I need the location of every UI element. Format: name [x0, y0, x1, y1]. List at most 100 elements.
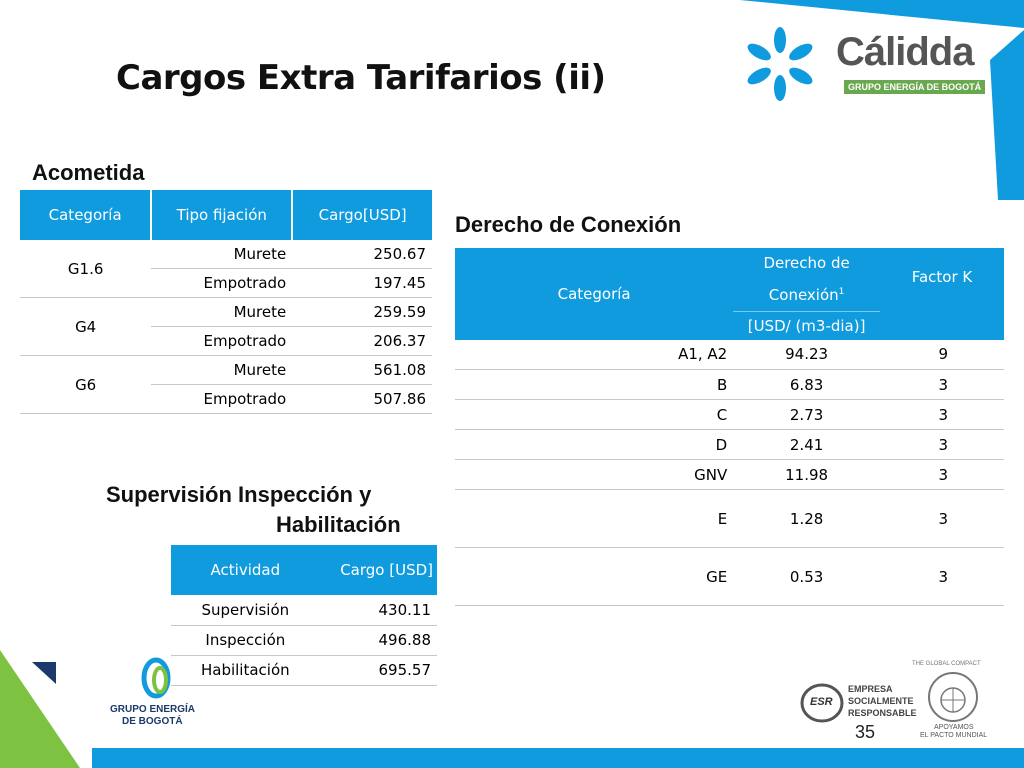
geb-logo: GRUPO ENERGÍA DE BOGOTÁ [104, 656, 214, 736]
cargo-cell: 561.08 [292, 355, 432, 385]
cargo-cell: 197.45 [292, 268, 432, 298]
derecho-cell: 2.41 [733, 429, 880, 460]
cargo-cell: 507.86 [292, 384, 432, 414]
global-compact-line1: APOYAMOS [934, 724, 974, 731]
col-header-factor-k: Factor K [879, 248, 1004, 340]
category-cell: E [455, 489, 734, 548]
table-row: E 1.28 3 [455, 489, 1004, 548]
esr-badge-text: ESR [810, 696, 833, 708]
category-cell: B [455, 369, 734, 400]
actividad-cell: Supervisión [171, 595, 320, 626]
col-header-cargo: Cargo[USD] [291, 190, 432, 240]
table-row: B 6.83 3 [455, 369, 1004, 400]
derecho-cell: 1.28 [733, 489, 880, 548]
esr-line1: EMPRESA [848, 684, 893, 694]
factor-cell: 3 [879, 489, 1004, 548]
tipo-cell: Empotrado [151, 384, 293, 414]
cargo-cell: 259.59 [292, 297, 432, 327]
col-header-tipo: Tipo fijación [150, 190, 293, 240]
table-row: Supervisión 430.11 [171, 595, 437, 626]
table-row: Empotrado 197.45 [20, 268, 432, 298]
geb-line1: GRUPO ENERGÍA [110, 704, 196, 715]
supervision-heading-line2: Habilitación [276, 512, 401, 537]
derecho-table: Categoría Derecho de Conexión1 Factor K … [455, 248, 1004, 606]
col-header-categoria: Categoría [20, 190, 152, 240]
page-number: 35 [855, 722, 876, 742]
table-row: C 2.73 3 [455, 399, 1004, 430]
col-header-cargo: Cargo [USD] [319, 545, 437, 595]
logo-brand: Cálidda [836, 30, 974, 74]
derecho-line1: Derecho de [763, 254, 850, 272]
table-row: Empotrado 507.86 [20, 384, 432, 414]
esr-logo: ESR EMPRESA SOCIALMENTE RESPONSABLE [800, 680, 917, 726]
tipo-cell: Murete [151, 240, 293, 269]
esr-line3: RESPONSABLE [848, 708, 917, 718]
cargo-cell: 206.37 [292, 326, 432, 356]
table-row: Habilitación 695.57 [171, 655, 437, 686]
factor-cell: 9 [879, 339, 1004, 370]
category-cell: C [455, 399, 734, 430]
category-cell: GE [455, 547, 734, 606]
esr-line2: SOCIALMENTE [848, 696, 914, 706]
global-compact-line2: EL PACTO MUNDIAL [920, 732, 988, 739]
tipo-cell: Murete [151, 355, 293, 385]
globe-icon [928, 672, 978, 722]
actividad-cell: Habilitación [171, 655, 320, 686]
derecho-heading: Derecho de Conexión [455, 212, 682, 237]
category-cell: A1, A2 [455, 339, 734, 370]
col-header-derecho: Derecho de Conexión1 [733, 248, 880, 312]
derecho-cell: 6.83 [733, 369, 880, 400]
table-row: Inspección 496.88 [171, 625, 437, 656]
global-compact-logo: THE GLOBAL COMPACT APOYAMOS EL PACTO MUN… [912, 661, 988, 742]
acometida-table: Categoría Tipo fijación Cargo[USD] G1.6 … [20, 190, 432, 414]
cargo-cell: 695.57 [319, 655, 437, 686]
tipo-cell: Empotrado [151, 268, 293, 298]
actividad-cell: Inspección [171, 625, 320, 656]
cargo-cell: 496.88 [319, 625, 437, 656]
table-row: GNV 11.98 3 [455, 459, 1004, 490]
derecho-line2: Conexión [768, 286, 839, 304]
category-cell: G1.6 [20, 240, 152, 298]
top-right-decoration [740, 0, 1024, 200]
supervision-table: Actividad Cargo [USD] Supervisión 430.11… [171, 545, 437, 686]
esr-badge-icon [800, 683, 844, 723]
page-title: Cargos Extra Tarifarios (ii) [116, 58, 606, 98]
col-header-actividad: Actividad [171, 545, 320, 595]
flower-icon [747, 27, 813, 101]
footnote-marker: 1 [838, 287, 845, 297]
category-cell: D [455, 429, 734, 460]
table-row: G6 Murete 561.08 [20, 355, 432, 414]
cargo-cell: 250.67 [292, 240, 432, 269]
calidda-logo: Cálidda GRUPO ENERGÍA DE BOGOTÁ [744, 24, 986, 104]
category-cell: GNV [455, 459, 734, 490]
factor-cell: 3 [879, 429, 1004, 460]
derecho-cell: 11.98 [733, 459, 880, 490]
geb-line2: DE BOGOTÁ [122, 716, 183, 727]
col-header-categoria: Categoría [455, 248, 734, 340]
factor-cell: 3 [879, 369, 1004, 400]
table-row: G4 Murete 259.59 [20, 297, 432, 356]
table-row: Empotrado 206.37 [20, 326, 432, 356]
bottom-bar [92, 748, 1024, 768]
supervision-heading-line1: Supervisión Inspección y [106, 482, 372, 507]
col-header-unit: [USD/ (m3-dia)] [733, 311, 880, 340]
factor-cell: 3 [879, 547, 1004, 606]
category-cell: G4 [20, 297, 152, 356]
cargo-cell: 430.11 [319, 595, 437, 626]
table-row: A1, A2 94.23 9 [455, 339, 1004, 370]
category-cell: G6 [20, 355, 152, 414]
geb-emblem-icon [141, 657, 171, 699]
table-row: GE 0.53 3 [455, 547, 1004, 606]
acometida-heading: Acometida [32, 160, 145, 185]
bottom-left-decoration [0, 650, 80, 768]
derecho-cell: 2.73 [733, 399, 880, 430]
derecho-cell: 0.53 [733, 547, 880, 606]
factor-cell: 3 [879, 399, 1004, 430]
table-row: D 2.41 3 [455, 429, 1004, 460]
tipo-cell: Murete [151, 297, 293, 327]
logo-subtitle: GRUPO ENERGÍA DE BOGOTÁ [844, 80, 986, 94]
factor-cell: 3 [879, 459, 1004, 490]
global-compact-ring: THE GLOBAL COMPACT [912, 661, 981, 667]
table-row: G1.6 Murete 250.67 [20, 240, 432, 298]
derecho-cell: 94.23 [733, 339, 880, 370]
